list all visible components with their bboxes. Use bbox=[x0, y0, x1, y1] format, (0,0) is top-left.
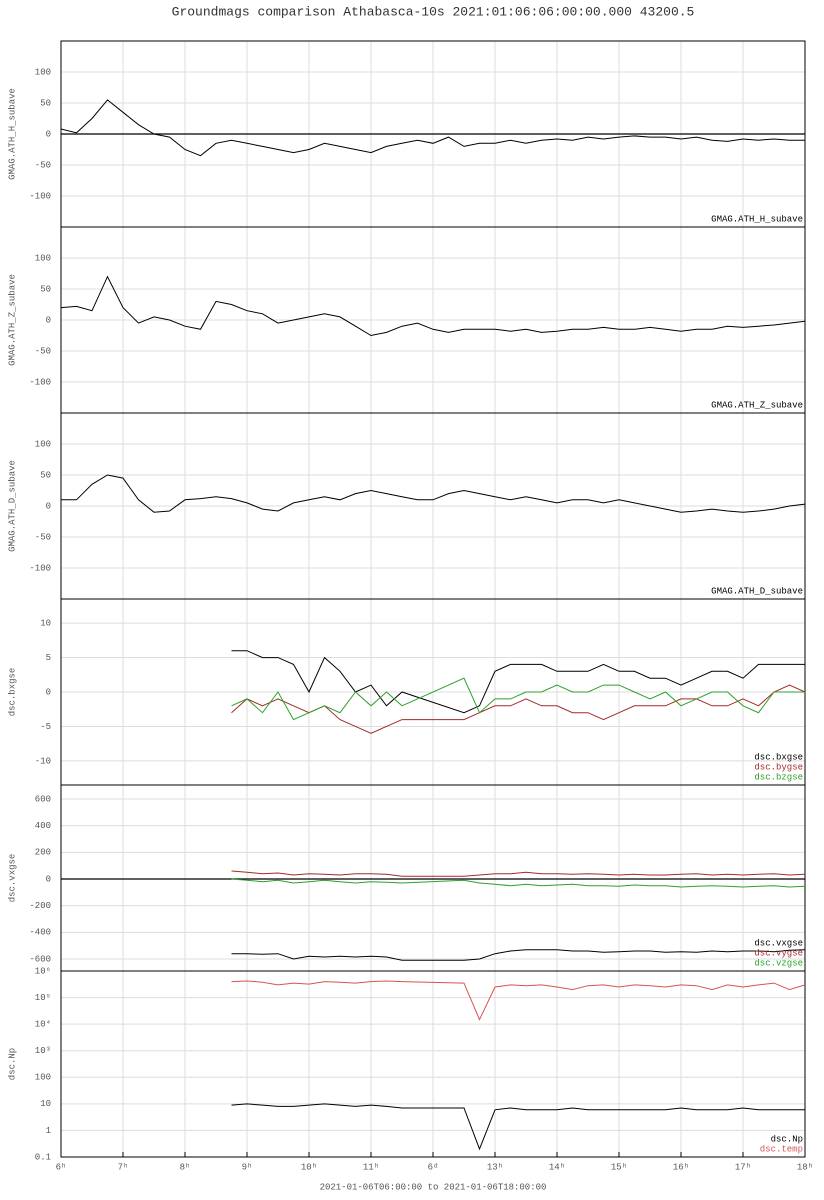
chart-title: Groundmags comparison Athabasca-10s 2021… bbox=[172, 4, 695, 19]
y-tick-label: 400 bbox=[35, 821, 51, 831]
legend-label: dsc.bzgse bbox=[754, 772, 803, 782]
x-tick-label: 15ʰ bbox=[611, 1162, 627, 1172]
y-tick-label: 50 bbox=[40, 470, 51, 480]
y-tick-label: 0 bbox=[46, 315, 51, 325]
y-tick-label: 10³ bbox=[35, 1046, 51, 1056]
series-line bbox=[231, 878, 806, 888]
x-tick-label: 8ʰ bbox=[180, 1162, 191, 1172]
y-tick-label: 10⁶ bbox=[35, 966, 51, 976]
x-tick-label: 16ʰ bbox=[673, 1162, 689, 1172]
y-axis-label: dsc.vxgse bbox=[7, 854, 17, 903]
y-axis-label: GMAG.ATH_Z_subave bbox=[7, 274, 17, 366]
x-axis-label: 2021-01-06T06:00:00 to 2021-01-06T18:00:… bbox=[320, 1182, 547, 1192]
series-line bbox=[231, 949, 806, 961]
legend-label: dsc.vygse bbox=[754, 948, 803, 958]
y-tick-label: 50 bbox=[40, 98, 51, 108]
y-tick-label: -100 bbox=[29, 377, 51, 387]
legend-label: dsc.Np bbox=[771, 1134, 803, 1144]
x-tick-label: 11ʰ bbox=[363, 1162, 379, 1172]
x-tick-label: 6ᵈ bbox=[428, 1162, 439, 1172]
series-line bbox=[231, 677, 805, 721]
x-tick-label: 9ʰ bbox=[242, 1162, 253, 1172]
y-tick-label: -600 bbox=[29, 954, 51, 964]
y-tick-label: 600 bbox=[35, 794, 51, 804]
x-tick-label: 14ʰ bbox=[549, 1162, 565, 1172]
series-line bbox=[61, 474, 806, 513]
y-tick-label: 100 bbox=[35, 67, 51, 77]
x-tick-label: 13ʰ bbox=[487, 1162, 503, 1172]
series-line bbox=[60, 275, 806, 337]
y-tick-label: 0 bbox=[46, 874, 51, 884]
legend-label: dsc.bxgse bbox=[754, 752, 803, 762]
y-tick-label: 100 bbox=[35, 1073, 51, 1083]
y-tick-label: 5 bbox=[46, 653, 51, 663]
y-tick-label: 0 bbox=[46, 129, 51, 139]
y-tick-label: -100 bbox=[29, 191, 51, 201]
y-tick-label: -50 bbox=[35, 346, 51, 356]
legend-label: dsc.vzgse bbox=[754, 958, 803, 968]
series-line bbox=[60, 99, 805, 157]
y-tick-label: 200 bbox=[35, 848, 51, 858]
series-line bbox=[231, 870, 806, 877]
legend-label: dsc.temp bbox=[760, 1144, 803, 1154]
y-axis-label: dsc.Np bbox=[7, 1048, 17, 1080]
x-tick-label: 18ʰ bbox=[797, 1162, 813, 1172]
y-tick-label: -5 bbox=[40, 722, 51, 732]
y-tick-label: 0 bbox=[46, 501, 51, 511]
y-tick-label: -50 bbox=[35, 532, 51, 542]
legend-label: dsc.bygse bbox=[754, 762, 803, 772]
y-tick-label: 10⁵ bbox=[35, 993, 51, 1003]
y-tick-label: 100 bbox=[35, 439, 51, 449]
series-line bbox=[231, 650, 805, 714]
y-tick-label: 10 bbox=[40, 1099, 51, 1109]
y-tick-label: 10⁴ bbox=[35, 1019, 51, 1030]
y-axis-label: dsc.bxgse bbox=[7, 668, 17, 717]
y-tick-label: 10 bbox=[40, 618, 51, 628]
y-tick-label: -200 bbox=[29, 901, 51, 911]
y-tick-label: -100 bbox=[29, 563, 51, 573]
legend-label: GMAG.ATH_Z_subave bbox=[711, 400, 803, 410]
y-tick-label: -400 bbox=[29, 928, 51, 938]
legend-label: GMAG.ATH_D_subave bbox=[711, 586, 803, 596]
x-tick-label: 17ʰ bbox=[735, 1162, 751, 1172]
x-tick-label: 6ʰ bbox=[56, 1162, 67, 1172]
y-axis-label: GMAG.ATH_H_subave bbox=[7, 88, 17, 180]
y-tick-label: -10 bbox=[35, 756, 51, 766]
legend-label: GMAG.ATH_H_subave bbox=[711, 214, 803, 224]
y-tick-label: 0.1 bbox=[35, 1152, 51, 1162]
series-line bbox=[231, 1103, 805, 1151]
plot-frame bbox=[60, 970, 806, 1158]
series-line bbox=[231, 980, 806, 1021]
y-tick-label: -50 bbox=[35, 160, 51, 170]
y-tick-label: 100 bbox=[35, 253, 51, 263]
y-tick-label: 1 bbox=[46, 1126, 51, 1136]
x-tick-label: 10ʰ bbox=[301, 1162, 317, 1172]
y-tick-label: 0 bbox=[46, 687, 51, 697]
legend-label: dsc.vxgse bbox=[754, 938, 803, 948]
y-axis-label: GMAG.ATH_D_subave bbox=[7, 460, 17, 552]
y-tick-label: 50 bbox=[40, 284, 51, 294]
x-tick-label: 7ʰ bbox=[118, 1162, 129, 1172]
